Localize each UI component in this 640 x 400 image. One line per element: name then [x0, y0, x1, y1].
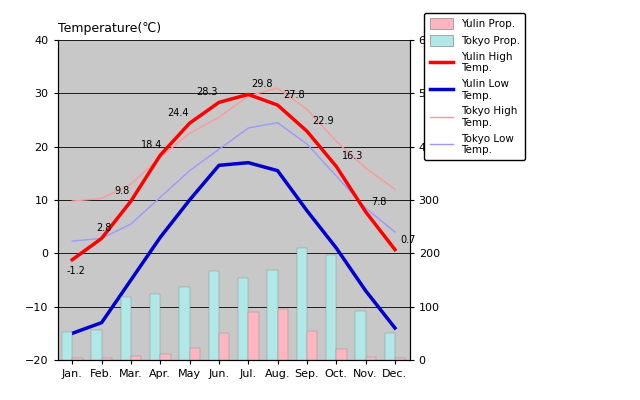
Bar: [189, 348, 200, 360]
Bar: [102, 358, 112, 360]
Text: 18.4: 18.4: [141, 140, 162, 150]
Text: Temperature(℃): Temperature(℃): [58, 22, 161, 35]
Bar: [365, 357, 376, 360]
Bar: [355, 311, 365, 360]
Bar: [121, 297, 131, 360]
Legend: Yulin Prop., Tokyo Prop., Yulin High
Temp., Yulin Low
Temp., Tokyo High
Temp., T: Yulin Prop., Tokyo Prop., Yulin High Tem…: [424, 13, 525, 160]
Bar: [268, 270, 278, 360]
Bar: [62, 332, 72, 360]
Text: 28.3: 28.3: [196, 88, 218, 98]
Bar: [336, 349, 346, 360]
Bar: [395, 358, 405, 360]
Bar: [131, 356, 141, 360]
Text: 9.8: 9.8: [115, 186, 129, 196]
Bar: [297, 248, 307, 360]
Text: 27.8: 27.8: [283, 90, 305, 100]
Bar: [238, 278, 248, 360]
Text: 0.7: 0.7: [401, 235, 416, 245]
Text: 24.4: 24.4: [168, 108, 189, 118]
Bar: [385, 333, 395, 360]
Bar: [150, 294, 160, 360]
Bar: [179, 287, 189, 360]
Bar: [326, 255, 336, 360]
Bar: [92, 330, 102, 360]
Bar: [278, 309, 288, 360]
Bar: [219, 333, 229, 360]
Text: 7.8: 7.8: [371, 197, 387, 207]
Text: 16.3: 16.3: [342, 152, 363, 162]
Bar: [307, 331, 317, 360]
Text: -1.2: -1.2: [67, 266, 86, 276]
Text: 2.8: 2.8: [96, 224, 111, 234]
Bar: [160, 354, 170, 360]
Bar: [72, 358, 83, 360]
Text: 29.8: 29.8: [251, 80, 273, 90]
Bar: [248, 312, 259, 360]
Text: 22.9: 22.9: [312, 116, 334, 126]
Bar: [209, 271, 219, 360]
